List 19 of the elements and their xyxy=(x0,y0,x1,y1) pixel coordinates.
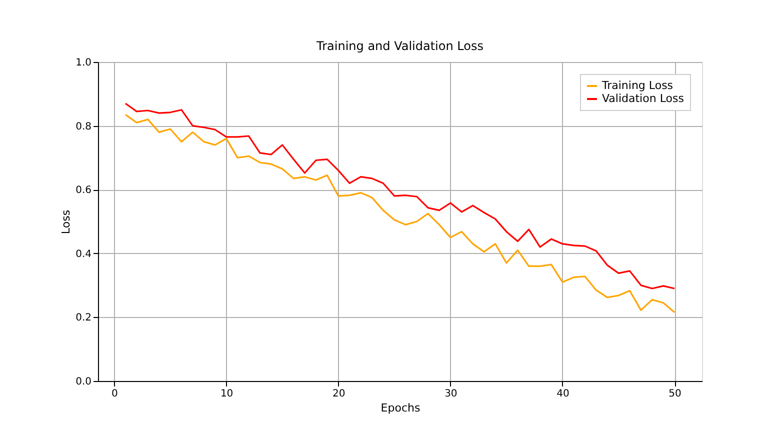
x-tick-label: 40 xyxy=(556,388,570,400)
line-series xyxy=(124,102,676,290)
x-tick-label: 30 xyxy=(444,388,458,400)
chart-title: Training and Validation Loss xyxy=(316,39,484,53)
line-series xyxy=(124,114,676,314)
y-tick-label: 0.6 xyxy=(76,185,92,196)
y-axis-title: Loss xyxy=(60,210,73,234)
legend-label: Training Loss xyxy=(601,79,674,92)
x-tick-label: 10 xyxy=(220,388,234,400)
x-tick-label: 0 xyxy=(112,388,118,400)
x-axis-title: Epochs xyxy=(380,402,420,414)
y-tick-label: 0.8 xyxy=(76,121,92,132)
x-tick-label: 50 xyxy=(668,388,682,400)
x-tick-label: 20 xyxy=(332,388,346,400)
y-tick-label: 0.2 xyxy=(76,312,92,324)
y-tick-label: 0.0 xyxy=(76,376,92,388)
y-tick-label: 1.0 xyxy=(76,58,92,68)
y-tick-label: 0.4 xyxy=(76,248,92,260)
legend-label: Validation Loss xyxy=(602,92,684,105)
